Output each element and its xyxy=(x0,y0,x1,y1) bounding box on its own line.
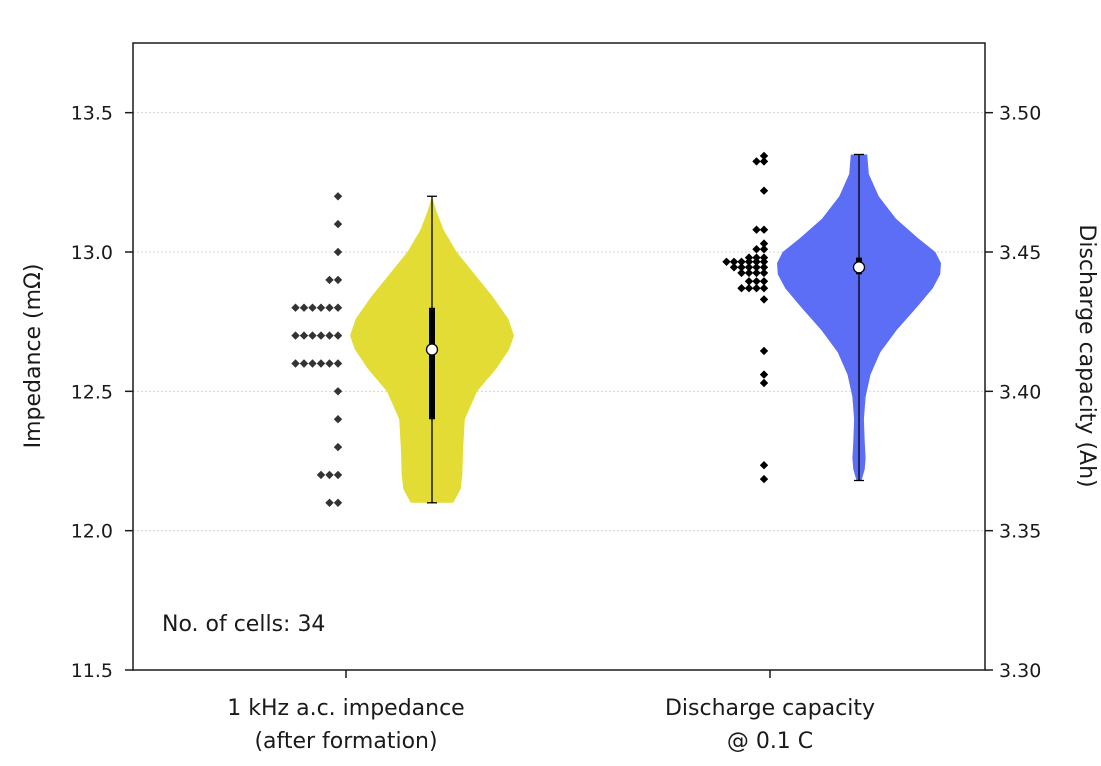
data-point xyxy=(333,247,343,257)
data-point xyxy=(333,498,343,507)
right-tick-label: 3.40 xyxy=(999,381,1041,403)
data-point xyxy=(759,277,769,286)
data-point xyxy=(299,359,309,368)
data-point xyxy=(752,284,761,293)
data-point xyxy=(333,331,343,340)
data-point xyxy=(737,268,746,278)
data-point xyxy=(308,359,317,368)
data-point xyxy=(759,257,769,266)
data-point xyxy=(308,331,317,340)
right-tick-label: 3.30 xyxy=(999,660,1041,682)
data-point xyxy=(744,277,754,286)
data-point xyxy=(325,470,334,480)
data-point xyxy=(333,387,343,396)
data-point xyxy=(325,275,334,285)
data-point xyxy=(744,257,754,266)
data-point xyxy=(291,331,300,340)
data-point xyxy=(316,470,326,480)
data-point xyxy=(759,157,769,166)
data-point xyxy=(333,359,343,368)
data-point xyxy=(729,257,739,266)
data-point xyxy=(291,359,300,368)
data-point xyxy=(759,378,769,388)
data-point xyxy=(333,303,343,312)
data-point xyxy=(752,263,761,272)
right-tick-label: 3.45 xyxy=(999,242,1041,264)
category-label-impedance-line2: (after formation) xyxy=(254,729,437,754)
category-label-capacity-line1: Discharge capacity xyxy=(665,696,875,721)
axes: 11.5 12.0 12.5 13.0 13.5 3.30 3.35 3.40 3.45 3.50 xyxy=(71,103,1042,682)
data-point xyxy=(737,284,746,293)
data-point xyxy=(737,263,746,272)
left-tick-label: 12.5 xyxy=(71,381,113,403)
data-point xyxy=(325,303,334,312)
data-point xyxy=(752,277,761,286)
data-point xyxy=(325,498,334,507)
data-points xyxy=(291,151,769,507)
data-point xyxy=(722,257,731,266)
data-point xyxy=(759,284,769,293)
data-point xyxy=(325,331,334,340)
data-point xyxy=(759,225,769,234)
median-marker xyxy=(852,261,866,274)
data-point xyxy=(752,257,761,266)
left-tick-label: 12.0 xyxy=(71,521,113,543)
data-point xyxy=(744,268,754,278)
data-point xyxy=(291,303,300,312)
data-point xyxy=(752,245,761,254)
data-point xyxy=(299,331,309,340)
left-tick-label: 11.5 xyxy=(71,660,113,682)
data-point xyxy=(316,331,326,340)
data-point xyxy=(759,239,769,248)
data-point xyxy=(316,303,326,312)
data-point xyxy=(744,263,754,272)
data-point xyxy=(333,219,343,229)
median-marker xyxy=(425,343,439,356)
left-axis-title: Impedance (mΩ) xyxy=(21,264,46,449)
data-point xyxy=(333,275,343,285)
data-point xyxy=(759,295,769,304)
data-point xyxy=(316,359,326,368)
left-tick-label: 13.0 xyxy=(71,242,113,264)
data-point xyxy=(759,461,769,470)
data-point xyxy=(333,192,343,201)
data-point xyxy=(308,303,317,312)
data-point xyxy=(325,359,334,368)
data-point xyxy=(299,303,309,312)
right-axis-title: Discharge capacity (Ah) xyxy=(1074,224,1099,487)
data-point xyxy=(759,346,769,356)
data-point xyxy=(744,284,754,293)
data-point xyxy=(737,257,746,266)
left-tick-label: 13.5 xyxy=(71,103,113,125)
cell-count-annotation: No. of cells: 34 xyxy=(162,612,325,637)
data-point xyxy=(752,268,761,278)
violins xyxy=(350,153,941,504)
gridlines xyxy=(133,112,985,532)
data-point xyxy=(333,415,343,424)
data-point xyxy=(759,186,769,195)
data-point xyxy=(759,151,769,161)
data-point xyxy=(759,268,769,278)
data-point xyxy=(752,157,761,166)
data-point xyxy=(752,225,761,234)
data-point xyxy=(759,263,769,272)
data-point xyxy=(759,474,769,484)
data-point xyxy=(333,470,343,480)
data-point xyxy=(333,442,343,452)
right-tick-label: 3.35 xyxy=(999,521,1041,543)
data-point xyxy=(759,245,769,254)
data-point xyxy=(729,263,739,272)
data-point xyxy=(759,370,769,379)
plot-frame xyxy=(132,42,986,671)
right-tick-label: 3.50 xyxy=(999,103,1041,125)
category-label-capacity-line2: @ 0.1 C xyxy=(727,729,813,754)
category-label-impedance-line1: 1 kHz a.c. impedance xyxy=(227,696,464,721)
